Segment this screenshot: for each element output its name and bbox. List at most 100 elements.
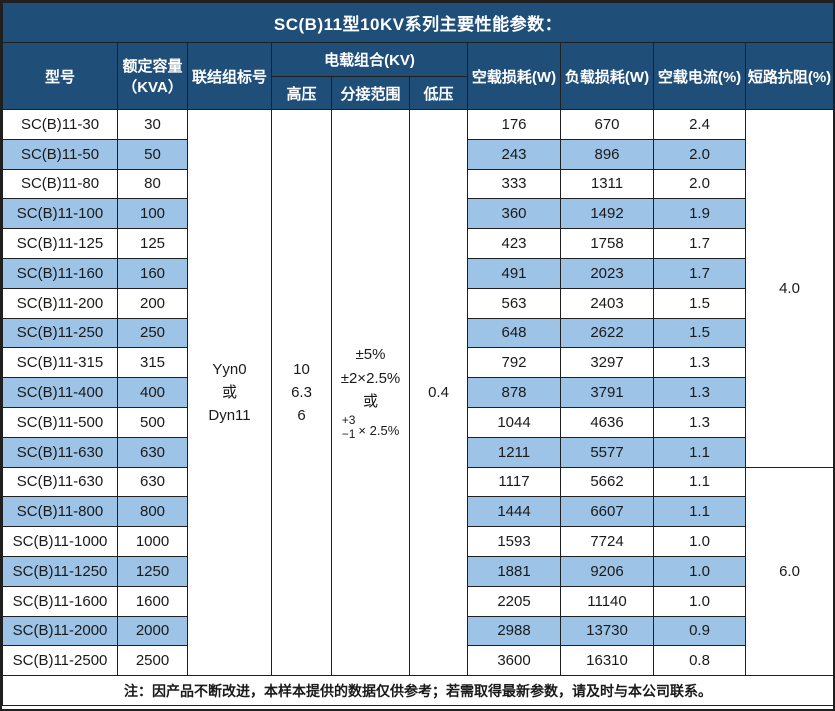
merged-cell-line: ±2×2.5% [340,369,401,387]
model-cell: SC(B)11-1000 [2,526,118,557]
capacity-cell: 500 [117,406,188,438]
no-load-current-cell: 2.0 [653,138,746,170]
no-load-loss-cell: 878 [467,377,561,408]
capacity-cell: 30 [117,109,188,140]
capacity-cell: 250 [117,317,188,349]
capacity-cell: 80 [117,168,188,200]
model-cell: SC(B)11-125 [2,228,118,259]
no-load-loss-cell: 176 [467,109,561,140]
no-load-loss-cell: 243 [467,138,561,170]
no-load-loss-cell: 1044 [467,406,561,438]
capacity-cell: 1250 [117,555,188,587]
no-load-loss-cell: 1117 [467,466,561,498]
footer-note: 注：因产品不断改进，本样本提供的数据仅供参考；若需取得最新参数，请及时与本公司联… [2,675,833,707]
no-load-current-cell: 0.8 [653,645,746,677]
no-load-current-cell: 1.5 [653,317,746,349]
no-load-current-cell: 1.1 [653,466,746,498]
no-load-current-cell: 1.0 [653,526,746,557]
capacity-header-line1: 额定容量 [122,58,183,75]
merged-cell-line: 10 [293,360,310,378]
no-load-current-cell: 1.7 [653,257,746,289]
no-load-current-cell: 1.0 [653,585,746,617]
capacity-cell: 1600 [117,585,188,617]
merged-cell-line: 6 [297,407,306,425]
no-load-current-cell: 1.1 [653,496,746,528]
no-load-loss-cell: 2988 [467,615,561,647]
no-load-current-cell: 1.3 [653,377,746,408]
load-loss-cell: 9206 [560,555,654,587]
load-loss-cell: 1492 [560,198,654,230]
no-load-loss-cell: 792 [467,347,561,379]
impedance-cell-group1: 4.0 [745,109,833,468]
tap-fraction-stack: +3 −1 [341,413,356,442]
load-loss-cell: 896 [560,138,654,170]
no-load-current-cell: 2.0 [653,168,746,200]
capacity-cell: 2500 [117,645,188,677]
no-load-loss-cell: 491 [467,257,561,289]
col-header-capacity: 额定容量 （KVA） [117,42,188,110]
col-header-impedance: 短路抗阻(%) [745,42,833,110]
model-cell: SC(B)11-630 [2,466,118,498]
merged-cell-line: Yyn0 [212,360,247,378]
col-header-connection: 联结组标号 [187,42,272,110]
no-load-loss-cell: 1593 [467,526,561,557]
no-load-current-cell: 1.3 [653,347,746,379]
model-cell: SC(B)11-160 [2,257,118,289]
no-load-loss-cell: 360 [467,198,561,230]
load-loss-cell: 2622 [560,317,654,349]
load-loss-cell: 2403 [560,287,654,319]
col-header-hv: 高压 [271,76,332,110]
load-loss-cell: 6607 [560,496,654,528]
title-row: SC(B)11型10KV系列主要性能参数： [2,2,833,43]
page-title: SC(B)11型10KV系列主要性能参数： [2,2,833,43]
hv-voltage-cell: 10 6.3 6 [271,108,332,677]
no-load-current-cell: 1.9 [653,198,746,230]
no-load-current-cell: 1.1 [653,436,746,468]
table-row: SC(B)11-315 315 792 3297 1.3 [2,347,834,379]
capacity-cell: 630 [117,466,188,498]
table-row: SC(B)11-80 80 333 1311 2.0 [2,168,834,200]
model-cell: SC(B)11-30 [2,109,118,140]
no-load-loss-cell: 333 [467,168,561,200]
model-cell: SC(B)11-250 [2,317,118,349]
model-cell: SC(B)11-1600 [2,585,118,617]
header-row-1: 型号 额定容量 （KVA） 联结组标号 电载组合(KV) 空载损耗(W) 负载损… [2,42,833,110]
no-load-loss-cell: 563 [467,287,561,319]
no-load-loss-cell: 648 [467,317,561,349]
table-row: SC(B)11-2500 2500 3600 16310 0.8 [2,645,834,677]
tap-fraction-bottom: −1 [341,426,356,441]
capacity-cell: 315 [117,347,188,379]
table-row: SC(B)11-630 630 1211 5577 1.1 [2,436,834,468]
table-row: SC(B)11-50 50 243 896 2.0 [2,138,834,170]
model-cell: SC(B)11-500 [2,406,118,438]
capacity-cell: 125 [117,228,188,259]
table-row: SC(B)11-630 630 1117 5662 1.1 6.0 [2,466,833,677]
capacity-cell: 800 [117,496,188,528]
model-cell: SC(B)11-315 [2,347,118,379]
capacity-cell: 160 [117,257,188,289]
load-loss-cell: 4636 [560,406,654,438]
col-header-no-load-loss: 空载损耗(W) [467,42,561,110]
merged-cell-line: 或 [362,392,378,410]
load-loss-cell: 7724 [560,526,654,557]
capacity-cell: 200 [117,287,188,319]
load-loss-cell: 2023 [560,257,654,289]
connection-group-cell: Yyn0 或 Dyn11 [187,108,272,677]
load-loss-cell: 3297 [560,347,654,379]
model-cell: SC(B)11-50 [2,138,118,170]
lv-voltage-cell: 0.4 [409,108,468,677]
load-loss-cell: 16310 [560,645,654,677]
merged-cell-line: 或 [221,383,237,401]
capacity-cell: 50 [117,138,188,170]
no-load-loss-cell: 1444 [467,496,561,528]
impedance-cell-group2: 6.0 [745,466,833,677]
table-footer: 注：因产品不断改进，本样本提供的数据仅供参考；若需取得最新参数，请及时与本公司联… [2,675,833,707]
tap-range-cell: ±5% ±2×2.5% 或 +3 −1 × 2.5% [331,108,410,677]
load-loss-cell: 11140 [560,585,654,617]
note-row: 注：因产品不断改进，本样本提供的数据仅供参考；若需取得最新参数，请及时与本公司联… [2,675,833,707]
model-cell: SC(B)11-200 [2,287,118,319]
no-load-loss-cell: 423 [467,228,561,259]
col-header-voltage-group: 电载组合(KV) [271,42,468,77]
capacity-cell: 100 [117,198,188,230]
